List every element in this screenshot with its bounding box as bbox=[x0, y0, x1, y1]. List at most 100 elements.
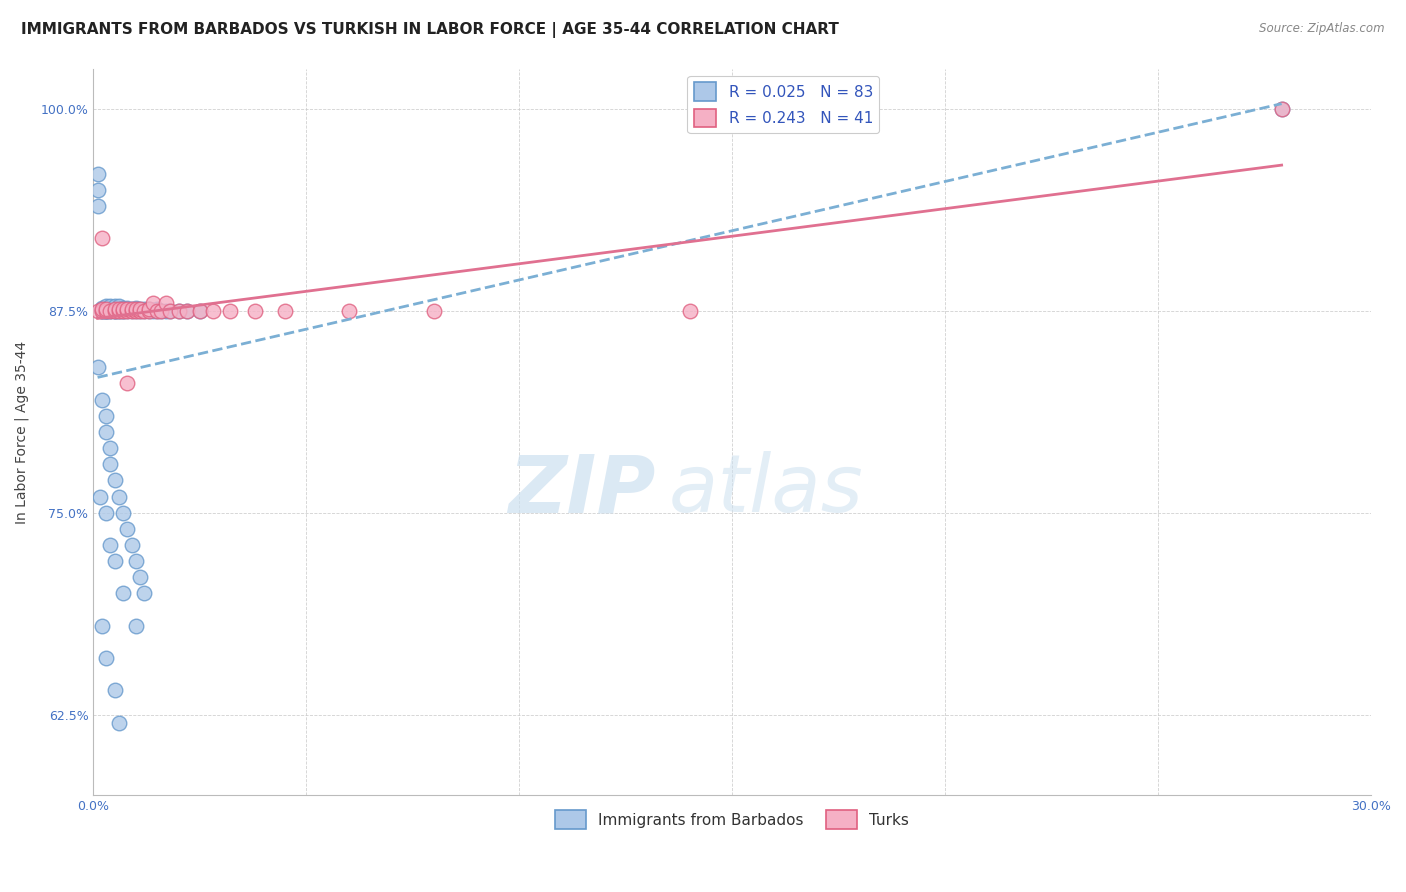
Point bbox=[86, 199, 108, 213]
Point bbox=[112, 303, 135, 318]
Point bbox=[90, 619, 112, 633]
Point bbox=[104, 683, 127, 698]
Point bbox=[108, 303, 131, 318]
Point bbox=[150, 303, 173, 318]
Point bbox=[94, 425, 117, 439]
Point bbox=[90, 303, 112, 318]
Point bbox=[146, 303, 169, 318]
Point bbox=[94, 303, 117, 318]
Point bbox=[104, 303, 127, 318]
Point bbox=[117, 376, 139, 391]
Point bbox=[134, 302, 156, 317]
Point bbox=[94, 303, 117, 318]
Point bbox=[134, 303, 156, 318]
Point bbox=[94, 303, 117, 318]
Point bbox=[108, 301, 131, 315]
Point bbox=[150, 303, 173, 318]
Point bbox=[108, 302, 131, 317]
Point bbox=[167, 303, 190, 318]
Point bbox=[125, 554, 148, 568]
Legend: Immigrants from Barbados, Turks: Immigrants from Barbados, Turks bbox=[550, 805, 915, 835]
Point bbox=[94, 506, 117, 520]
Point bbox=[112, 302, 135, 317]
Point bbox=[108, 715, 131, 730]
Point bbox=[100, 303, 122, 318]
Point bbox=[146, 302, 169, 317]
Point bbox=[90, 303, 112, 318]
Point bbox=[94, 651, 117, 665]
Point bbox=[100, 457, 122, 471]
Point bbox=[104, 303, 127, 318]
Point bbox=[117, 301, 139, 315]
Point bbox=[176, 303, 198, 318]
Point bbox=[125, 302, 148, 317]
Point bbox=[100, 303, 122, 318]
Point bbox=[112, 506, 135, 520]
Point bbox=[125, 302, 148, 317]
Point bbox=[117, 302, 139, 317]
Point bbox=[100, 301, 122, 315]
Point bbox=[138, 302, 160, 317]
Point bbox=[142, 295, 165, 310]
Point bbox=[94, 299, 117, 313]
Point bbox=[86, 303, 108, 318]
Point bbox=[678, 303, 700, 318]
Point bbox=[138, 303, 160, 318]
Point bbox=[104, 302, 127, 317]
Point bbox=[1271, 102, 1294, 116]
Point bbox=[104, 302, 127, 317]
Point bbox=[129, 570, 152, 584]
Point bbox=[188, 303, 211, 318]
Point bbox=[138, 302, 160, 317]
Point bbox=[94, 303, 117, 318]
Point bbox=[129, 302, 152, 317]
Point bbox=[108, 303, 131, 318]
Point bbox=[86, 360, 108, 375]
Point bbox=[167, 303, 190, 318]
Point bbox=[112, 303, 135, 318]
Text: IMMIGRANTS FROM BARBADOS VS TURKISH IN LABOR FORCE | AGE 35-44 CORRELATION CHART: IMMIGRANTS FROM BARBADOS VS TURKISH IN L… bbox=[21, 22, 839, 38]
Point bbox=[86, 183, 108, 197]
Point bbox=[117, 302, 139, 317]
Point bbox=[129, 303, 152, 318]
Point bbox=[159, 303, 181, 318]
Point bbox=[108, 303, 131, 318]
Point bbox=[125, 303, 148, 318]
Point bbox=[108, 490, 131, 504]
Point bbox=[125, 303, 148, 318]
Point bbox=[108, 299, 131, 313]
Point bbox=[117, 303, 139, 318]
Point bbox=[90, 231, 112, 245]
Point bbox=[274, 303, 297, 318]
Point bbox=[1271, 102, 1294, 116]
Point bbox=[117, 522, 139, 536]
Point bbox=[134, 586, 156, 600]
Point bbox=[94, 302, 117, 317]
Point bbox=[245, 303, 267, 318]
Point bbox=[90, 392, 112, 407]
Point bbox=[121, 303, 143, 318]
Point bbox=[129, 303, 152, 318]
Point bbox=[125, 301, 148, 315]
Point bbox=[121, 303, 143, 318]
Point bbox=[90, 301, 112, 315]
Point bbox=[201, 303, 224, 318]
Point bbox=[155, 303, 177, 318]
Point bbox=[86, 167, 108, 181]
Y-axis label: In Labor Force | Age 35-44: In Labor Force | Age 35-44 bbox=[15, 341, 30, 524]
Point bbox=[108, 302, 131, 317]
Point bbox=[104, 303, 127, 318]
Point bbox=[100, 538, 122, 552]
Point bbox=[155, 295, 177, 310]
Point bbox=[89, 490, 111, 504]
Point bbox=[121, 538, 143, 552]
Point bbox=[117, 303, 139, 318]
Point bbox=[94, 301, 117, 315]
Point bbox=[90, 302, 112, 317]
Point bbox=[176, 303, 198, 318]
Point bbox=[100, 303, 122, 318]
Point bbox=[100, 441, 122, 455]
Point bbox=[112, 301, 135, 315]
Point bbox=[104, 299, 127, 313]
Text: Source: ZipAtlas.com: Source: ZipAtlas.com bbox=[1260, 22, 1385, 36]
